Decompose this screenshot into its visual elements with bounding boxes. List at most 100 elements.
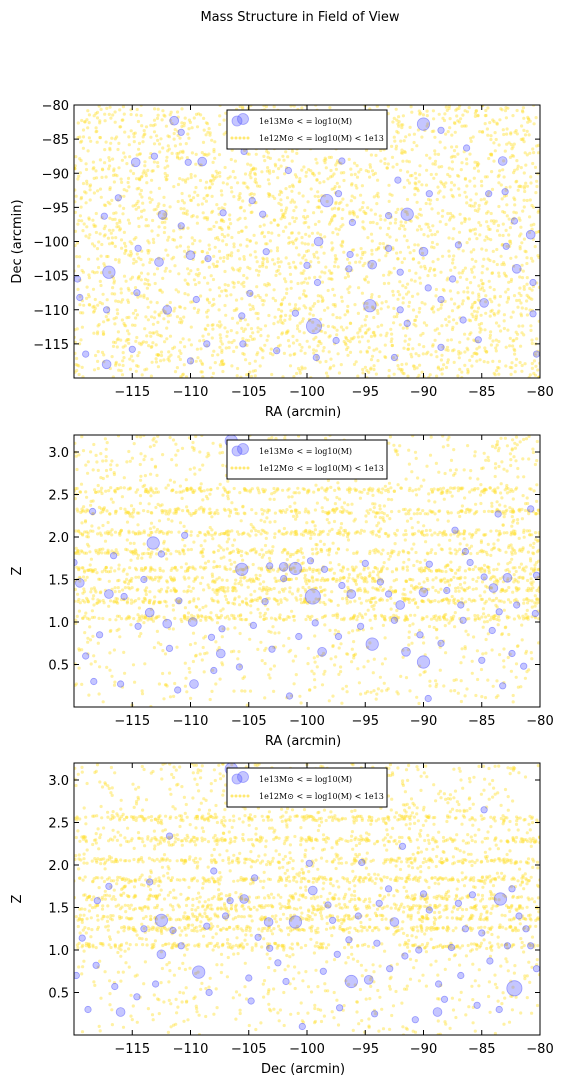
low-mass-point bbox=[505, 444, 509, 448]
low-mass-point bbox=[112, 180, 116, 184]
low-mass-point bbox=[202, 507, 206, 511]
low-mass-point bbox=[205, 122, 210, 126]
low-mass-point bbox=[359, 256, 363, 260]
low-mass-point bbox=[371, 579, 375, 583]
low-mass-point bbox=[499, 589, 503, 594]
low-mass-point bbox=[404, 512, 408, 516]
low-mass-point bbox=[330, 271, 334, 275]
low-mass-point bbox=[469, 544, 474, 548]
low-mass-point bbox=[145, 586, 149, 590]
low-mass-point bbox=[512, 580, 516, 584]
low-mass-point bbox=[212, 302, 216, 306]
low-mass-point bbox=[262, 490, 266, 494]
low-mass-point bbox=[340, 216, 344, 221]
low-mass-point bbox=[306, 249, 310, 253]
low-mass-point bbox=[211, 668, 215, 672]
low-mass-point bbox=[521, 138, 525, 142]
low-mass-point bbox=[270, 549, 274, 553]
low-mass-point bbox=[362, 568, 366, 572]
low-mass-point bbox=[356, 667, 360, 671]
low-mass-point bbox=[401, 114, 405, 118]
low-mass-point bbox=[352, 653, 356, 657]
low-mass-point bbox=[134, 316, 138, 320]
low-mass-point bbox=[377, 588, 381, 592]
low-mass-point bbox=[288, 577, 292, 581]
low-mass-point bbox=[226, 627, 230, 631]
high-mass-point bbox=[338, 157, 346, 165]
low-mass-point bbox=[371, 173, 375, 177]
low-mass-point bbox=[150, 531, 154, 535]
low-mass-point bbox=[229, 157, 233, 162]
low-mass-point bbox=[262, 614, 266, 618]
low-mass-point bbox=[333, 304, 337, 308]
low-mass-point bbox=[511, 145, 515, 149]
low-mass-point bbox=[139, 278, 143, 282]
low-mass-point bbox=[255, 353, 259, 357]
low-mass-point bbox=[495, 369, 499, 373]
low-mass-point bbox=[368, 508, 372, 512]
low-mass-point bbox=[279, 600, 283, 605]
low-mass-point bbox=[515, 159, 519, 163]
low-mass-point bbox=[231, 280, 235, 284]
low-mass-point bbox=[82, 222, 86, 226]
low-mass-point bbox=[207, 186, 211, 190]
low-mass-point bbox=[267, 549, 271, 553]
low-mass-point bbox=[446, 211, 450, 216]
low-mass-point bbox=[218, 294, 222, 298]
low-mass-point bbox=[326, 177, 330, 181]
low-mass-point bbox=[273, 299, 278, 303]
low-mass-point bbox=[378, 516, 382, 520]
low-mass-points bbox=[74, 435, 540, 707]
low-mass-point bbox=[273, 218, 277, 222]
low-mass-point bbox=[376, 178, 380, 182]
low-mass-point bbox=[272, 218, 276, 222]
low-mass-point bbox=[131, 311, 135, 315]
low-mass-point bbox=[173, 370, 178, 374]
low-mass-point bbox=[415, 144, 419, 148]
low-mass-point bbox=[381, 518, 385, 522]
low-mass-point bbox=[479, 667, 484, 672]
low-mass-point bbox=[138, 192, 142, 196]
low-mass-point bbox=[306, 531, 310, 535]
low-mass-point bbox=[145, 334, 149, 338]
low-mass-point bbox=[153, 464, 158, 468]
low-mass-point bbox=[473, 300, 477, 304]
low-mass-point bbox=[505, 588, 509, 593]
low-mass-point bbox=[455, 280, 459, 284]
low-mass-point bbox=[513, 441, 517, 445]
low-mass-point bbox=[165, 604, 169, 608]
low-mass-point bbox=[242, 280, 246, 284]
low-mass-point bbox=[439, 306, 443, 310]
low-mass-point bbox=[390, 343, 394, 348]
low-mass-point bbox=[439, 587, 443, 591]
low-mass-point bbox=[219, 339, 223, 343]
low-mass-point bbox=[408, 508, 412, 512]
low-mass-point bbox=[428, 266, 433, 270]
low-mass-point bbox=[129, 354, 134, 358]
low-mass-point bbox=[100, 242, 104, 247]
low-mass-point bbox=[407, 343, 411, 347]
low-mass-point bbox=[429, 172, 433, 177]
low-mass-point bbox=[306, 614, 310, 619]
low-mass-point bbox=[93, 271, 97, 275]
low-mass-point bbox=[403, 593, 407, 597]
low-mass-point bbox=[117, 260, 121, 264]
low-mass-point bbox=[140, 373, 144, 377]
low-mass-point bbox=[309, 530, 313, 534]
low-mass-point bbox=[312, 337, 316, 341]
low-mass-point bbox=[247, 338, 251, 342]
low-mass-point bbox=[89, 139, 93, 143]
low-mass-point bbox=[385, 166, 389, 170]
low-mass-point bbox=[391, 165, 395, 169]
low-mass-point bbox=[333, 206, 337, 210]
low-mass-point bbox=[83, 631, 87, 635]
low-mass-point bbox=[529, 324, 533, 328]
low-mass-point bbox=[102, 332, 106, 336]
low-mass-point bbox=[153, 465, 157, 469]
low-mass-point bbox=[337, 563, 341, 567]
low-mass-point bbox=[502, 313, 506, 317]
low-mass-point bbox=[444, 588, 448, 593]
low-mass-point bbox=[404, 362, 408, 366]
low-mass-point bbox=[515, 167, 519, 171]
